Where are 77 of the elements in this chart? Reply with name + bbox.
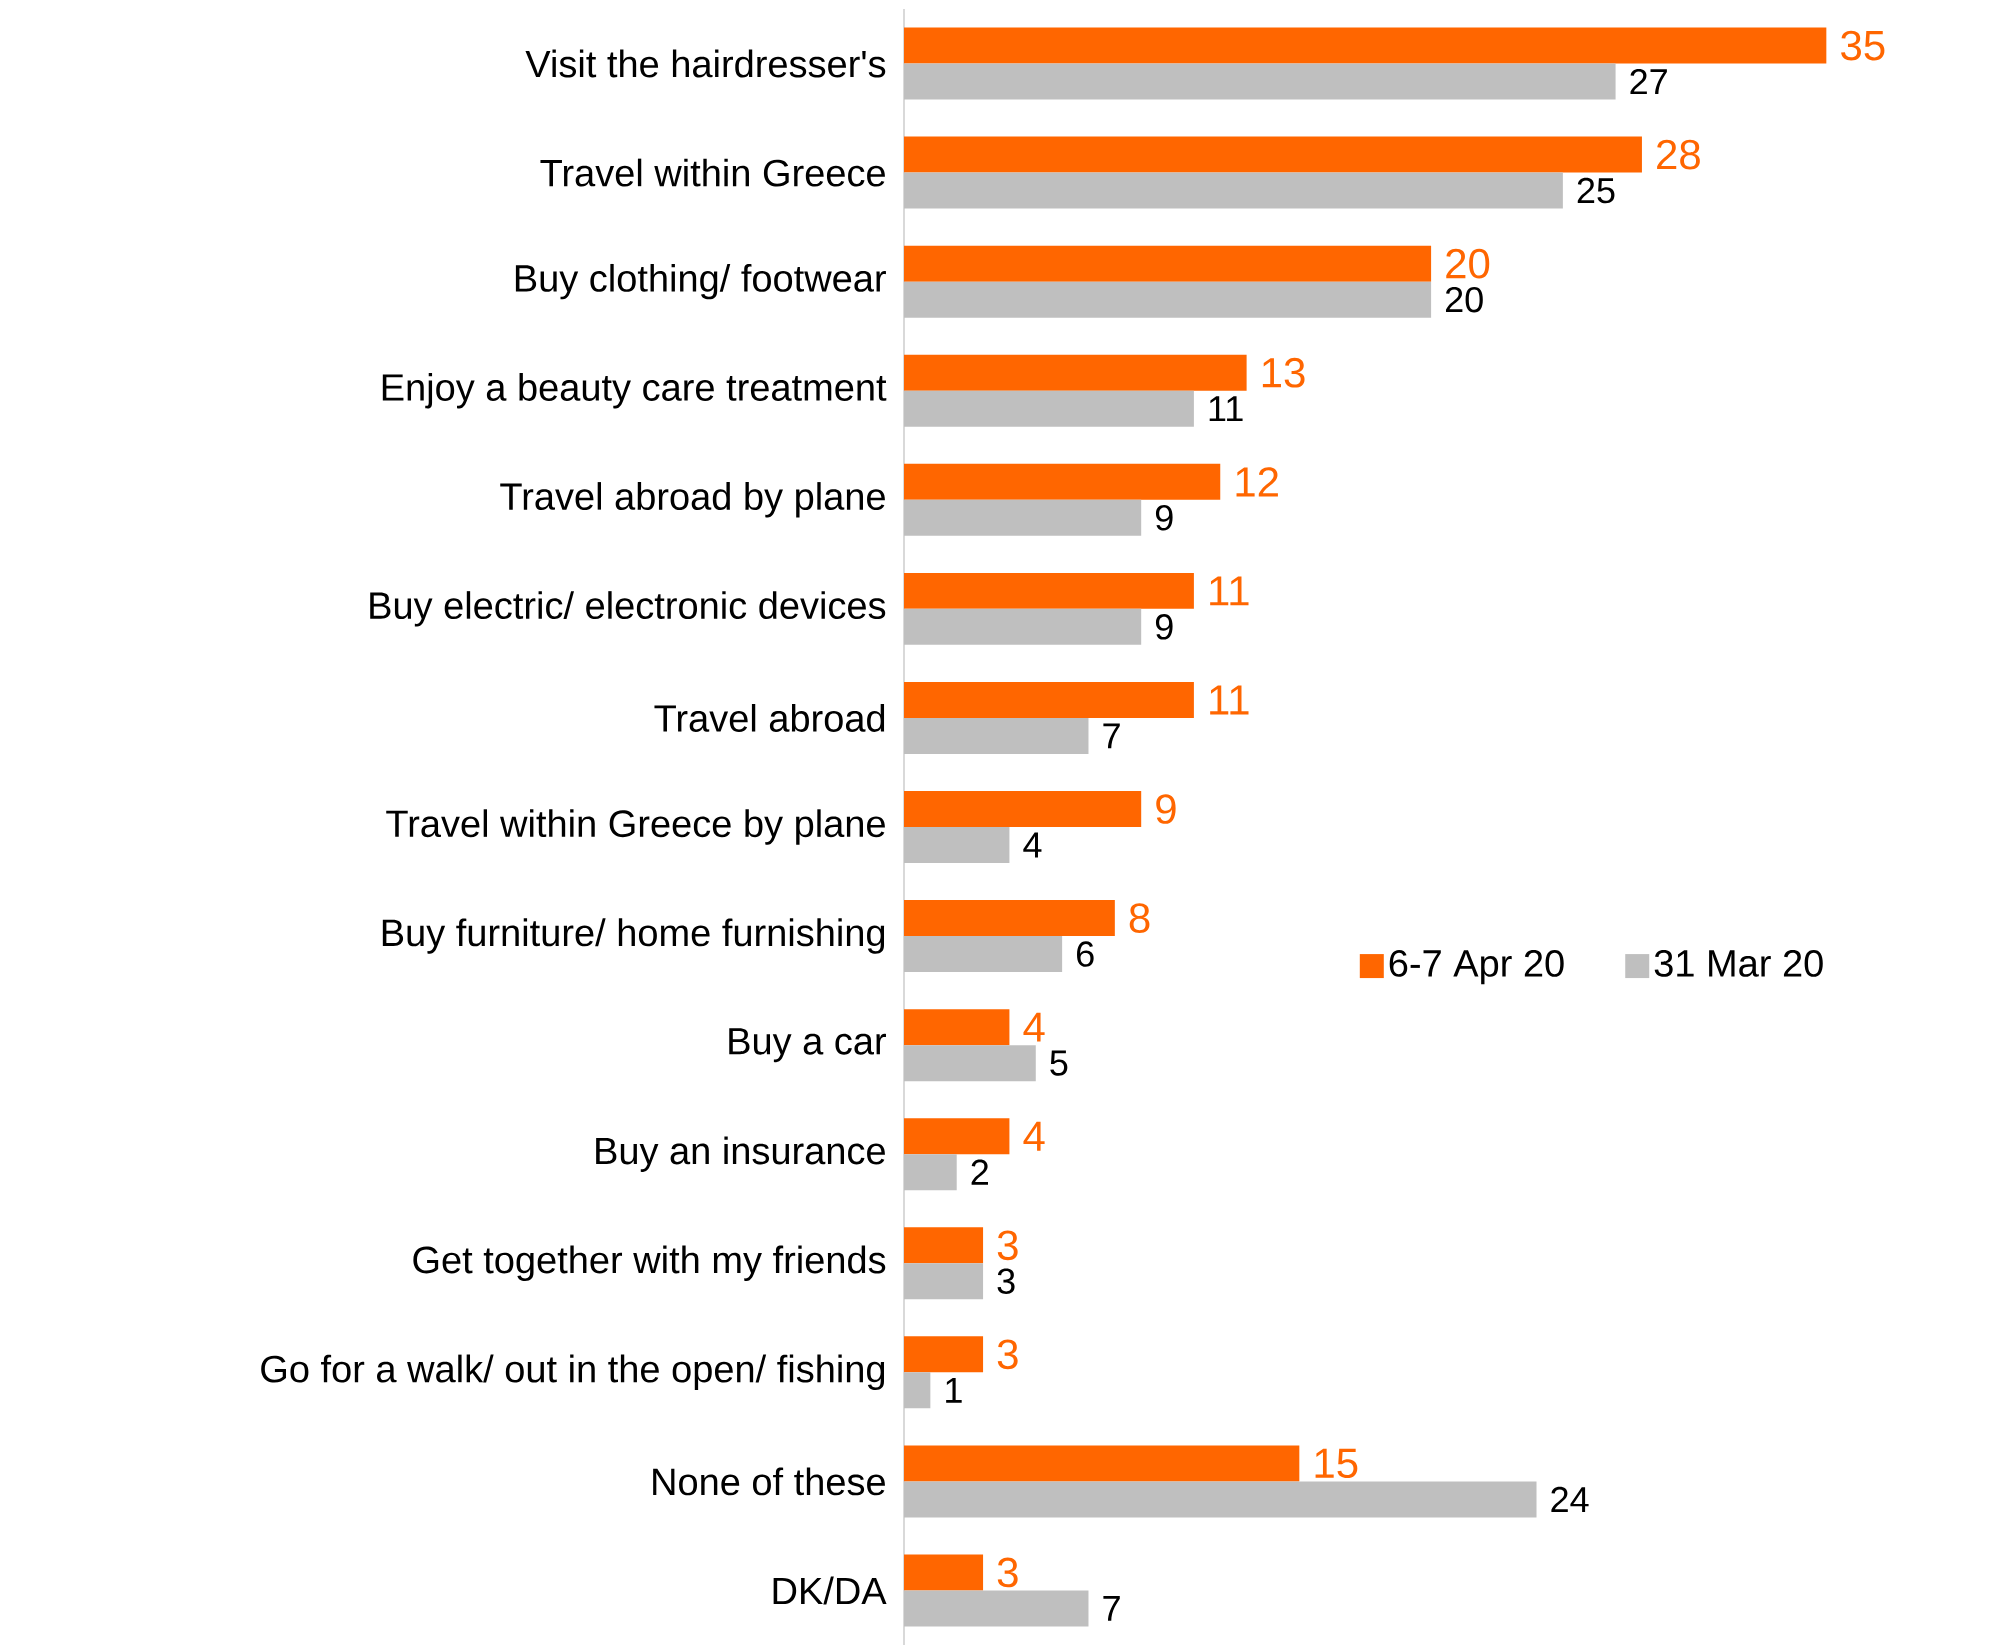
bar bbox=[904, 390, 1194, 427]
y-tick-label: Visit the hairdresser's bbox=[525, 49, 886, 78]
data-label: 7 bbox=[1103, 723, 1120, 749]
data-label: 9 bbox=[1155, 505, 1173, 531]
bar bbox=[904, 1336, 984, 1373]
y-tick-label: Get together with my friends bbox=[413, 1245, 886, 1281]
y-tick-label: Buy an insurance bbox=[596, 1136, 885, 1172]
y-tick-label: Enjoy a beauty care treatment bbox=[382, 373, 887, 409]
bar bbox=[904, 27, 1827, 64]
legend-label: 6-7 Apr 20 bbox=[1389, 949, 1564, 985]
data-label: 4 bbox=[1023, 1012, 1045, 1042]
data-label: 4 bbox=[1023, 1121, 1045, 1151]
legend-label: 31 Mar 20 bbox=[1654, 949, 1823, 977]
data-label: 3 bbox=[997, 1339, 1018, 1370]
data-label: 9 bbox=[1156, 794, 1176, 824]
data-label: 9 bbox=[1155, 614, 1173, 640]
data-label: 11 bbox=[1209, 396, 1243, 422]
bar bbox=[904, 1045, 1036, 1082]
bar bbox=[904, 499, 1142, 536]
data-label: 35 bbox=[1841, 30, 1885, 61]
bar bbox=[904, 1227, 984, 1264]
bar bbox=[904, 136, 1642, 173]
y-tick-label: Buy clothing/ footwear bbox=[515, 263, 886, 300]
bar bbox=[904, 1590, 1089, 1627]
data-label: 27 bbox=[1630, 68, 1667, 95]
data-label: 28 bbox=[1657, 139, 1700, 170]
y-tick-label: Travel within Greece by plane bbox=[386, 809, 885, 845]
y-tick-label: Travel within Greece bbox=[540, 158, 885, 187]
bar bbox=[904, 791, 1142, 827]
bar bbox=[904, 1154, 957, 1191]
data-label: 24 bbox=[1551, 1486, 1589, 1512]
data-label: 6 bbox=[1077, 941, 1094, 967]
bar bbox=[904, 245, 1432, 282]
bar bbox=[904, 900, 1115, 937]
data-label: 4 bbox=[1023, 832, 1042, 858]
y-tick-label: Travel abroad by plane bbox=[500, 482, 885, 518]
y-tick-label: None of these bbox=[653, 1467, 885, 1496]
y-tick-label: Buy electric/ electronic devices bbox=[370, 591, 886, 627]
y-tick-label: Buy a car bbox=[729, 1028, 886, 1063]
data-label: 20 bbox=[1445, 286, 1483, 313]
bar bbox=[904, 281, 1432, 318]
data-label: 7 bbox=[1103, 1596, 1120, 1621]
bar bbox=[904, 1445, 1300, 1482]
bar bbox=[904, 1009, 1010, 1046]
data-label: 25 bbox=[1577, 177, 1615, 204]
bar bbox=[904, 827, 1010, 863]
data-label: 12 bbox=[1236, 467, 1278, 497]
y-tick-label: Buy furniture/ home furnishing bbox=[382, 918, 885, 954]
y-tick-label: DK/DA bbox=[773, 1576, 887, 1605]
bar bbox=[904, 681, 1194, 718]
data-label: 5 bbox=[1050, 1050, 1068, 1076]
data-label: 11 bbox=[1210, 685, 1249, 715]
data-label: 2 bbox=[971, 1159, 988, 1185]
bar bbox=[904, 572, 1194, 609]
data-label: 1 bbox=[946, 1377, 962, 1403]
y-tick-label: Go for a walk/ out in the open/ fishing bbox=[261, 1354, 885, 1391]
data-label: 3 bbox=[997, 1230, 1018, 1261]
bar bbox=[904, 936, 1063, 973]
bar bbox=[904, 608, 1142, 645]
bar bbox=[904, 463, 1221, 500]
bar bbox=[904, 172, 1563, 209]
data-label: 13 bbox=[1262, 357, 1305, 388]
data-label: 3 bbox=[997, 1557, 1018, 1588]
bar bbox=[904, 1372, 931, 1409]
bar bbox=[904, 1481, 1537, 1518]
data-label: 20 bbox=[1446, 248, 1490, 279]
data-label: 3 bbox=[997, 1268, 1015, 1295]
bar bbox=[904, 1263, 984, 1300]
data-label: 15 bbox=[1315, 1448, 1358, 1479]
data-label: 8 bbox=[1129, 903, 1150, 933]
bar bbox=[904, 63, 1616, 100]
data-label: 11 bbox=[1210, 576, 1249, 606]
bar bbox=[904, 1554, 984, 1591]
bar bbox=[904, 717, 1089, 754]
y-tick-label: Travel abroad bbox=[654, 703, 885, 732]
bar bbox=[904, 354, 1247, 391]
bar bbox=[904, 1118, 1010, 1155]
